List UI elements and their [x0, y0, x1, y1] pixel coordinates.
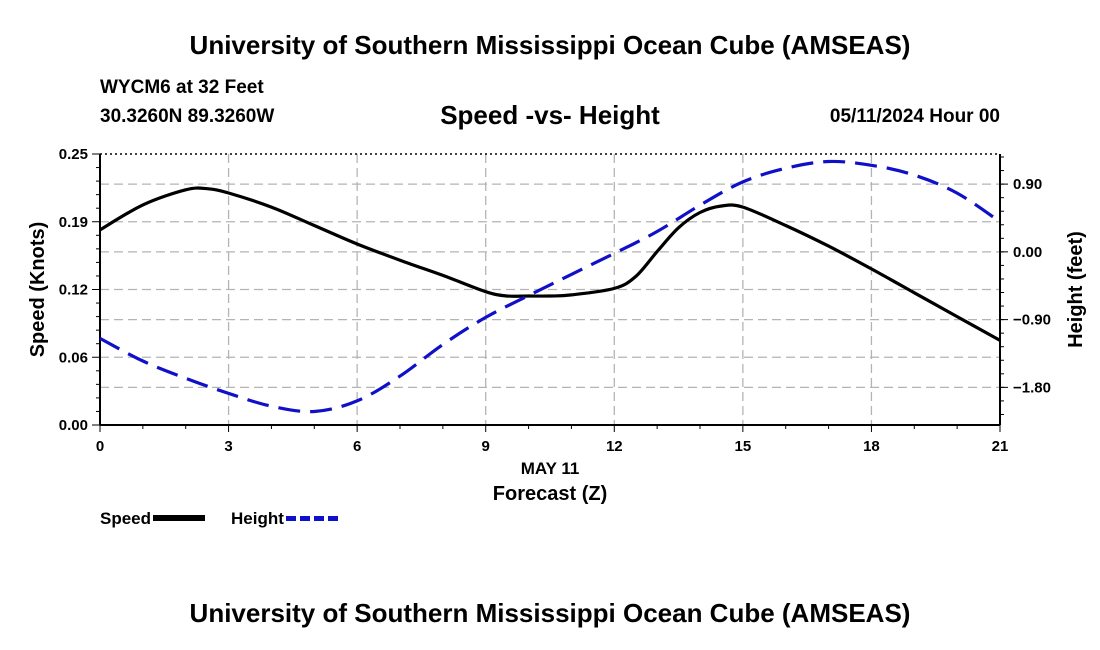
series-line-height: [99, 159, 1001, 414]
chart-subtitle: Speed -vs- Height: [440, 100, 660, 130]
x-axis-label: Forecast (Z): [493, 483, 607, 505]
y-axis-label: Speed (Knots): [27, 222, 49, 358]
series-line-speed: [99, 186, 1001, 342]
legend-speed: Speed: [100, 509, 206, 529]
station-label: WYCM6 at 32 Feet: [100, 77, 264, 98]
y2-tick-label: 0.00: [1013, 244, 1042, 261]
x-tick-label: 12: [606, 438, 623, 455]
y-tick-label: 0.00: [59, 417, 88, 434]
legend-speed-label: Speed: [100, 509, 152, 528]
coordinates-label: 30.3260N 89.3260W: [100, 106, 275, 127]
legend-height: Height: [231, 509, 338, 529]
x-tick-label: 21: [992, 438, 1009, 455]
chart-title: University of Southern Mississippi Ocean…: [189, 30, 911, 60]
y2-tick-label: −1.80: [1013, 379, 1051, 396]
forecast-date-label: 05/11/2024 Hour 00: [829, 106, 1000, 127]
x-axis-date-label: MAY 11: [521, 459, 580, 478]
x-tick-label: 0: [96, 438, 104, 455]
legend-height-label: Height: [231, 509, 284, 528]
y-tick-label: 0.19: [59, 214, 88, 231]
y-tick-label: 0.25: [59, 146, 88, 163]
y2-tick-label: 0.90: [1013, 176, 1042, 193]
legend-speed-swatch: [153, 515, 206, 522]
y-tick-label: 0.12: [59, 282, 88, 299]
x-tick-label: 3: [224, 438, 232, 455]
footer-title: University of Southern Mississippi Ocean…: [189, 598, 911, 628]
x-tick-label: 6: [353, 438, 361, 455]
y-tick-label: 0.06: [59, 349, 88, 366]
x-tick-label: 18: [863, 438, 880, 455]
legend-height-swatch: [285, 515, 338, 521]
x-tick-label: 9: [482, 438, 490, 455]
y2-tick-label: −0.90: [1013, 312, 1051, 329]
x-tick-label: 15: [735, 438, 752, 455]
y2-axis-label: Height (feet): [1065, 231, 1087, 348]
